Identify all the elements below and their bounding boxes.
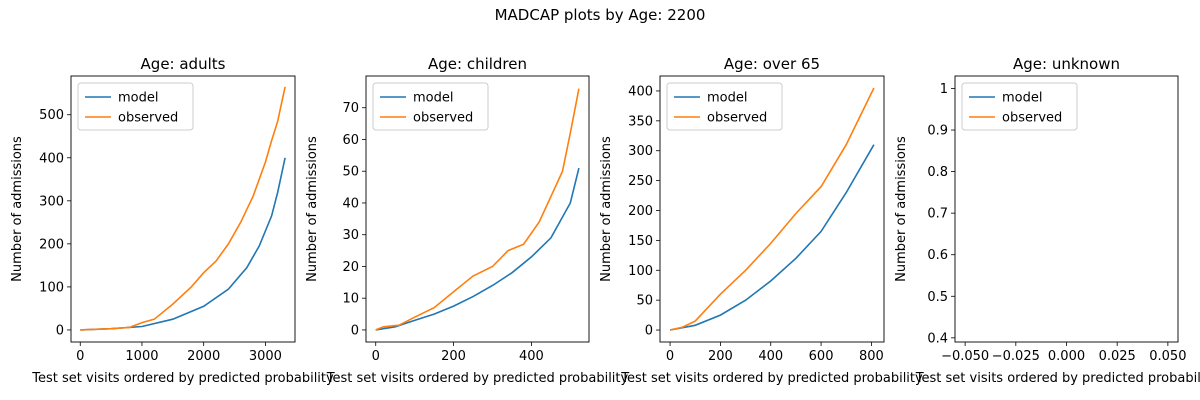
legend-box	[77, 82, 194, 131]
x-axis-label: Test set visits ordered by predicted pro…	[620, 371, 923, 386]
y-tick-label: 100	[39, 280, 64, 295]
legend-label-observed: observed	[707, 111, 767, 126]
panel-0: Age: adults 0 1000 2000 3000 0 100 200 300 400 500…	[10, 55, 334, 386]
y-axis-label: Number of admissions	[599, 136, 614, 282]
y-axis-label: Number of admissions	[10, 136, 25, 282]
axes-frame	[70, 75, 296, 343]
x-tick-label: −0.050	[941, 349, 989, 364]
y-tick-label: 70	[342, 101, 359, 116]
y-tick-label: 0.4	[927, 331, 948, 346]
series-line-observed	[375, 88, 580, 331]
legend-label-model: model	[1002, 91, 1042, 106]
x-axis-label: Test set visits ordered by predicted pro…	[326, 371, 629, 386]
y-tick-label: 0.9	[927, 124, 948, 139]
x-tick-label: 400	[758, 349, 783, 364]
legend-label-model: model	[413, 91, 453, 106]
x-tick-label: 1000	[125, 349, 158, 364]
legend-box	[372, 82, 489, 131]
y-tick-label: 0.8	[927, 165, 948, 180]
y-tick-label: 250	[628, 174, 653, 189]
legend-label-model: model	[118, 91, 158, 106]
y-tick-label: 1	[940, 82, 948, 97]
y-tick-label: 200	[39, 237, 64, 252]
y-tick-label: 100	[628, 264, 653, 279]
y-tick-label: 300	[628, 144, 653, 159]
y-tick-label: 0.6	[927, 248, 948, 263]
x-tick-label: 0.025	[1099, 349, 1136, 364]
x-tick-label: 0.050	[1149, 349, 1186, 364]
x-tick-label: 3000	[249, 349, 282, 364]
x-tick-label: 400	[519, 349, 544, 364]
legend-label-observed: observed	[1002, 111, 1062, 126]
x-tick-label: 600	[809, 349, 834, 364]
series-line-observed	[80, 86, 286, 331]
y-tick-label: 500	[39, 108, 64, 123]
y-tick-label: 0	[56, 323, 64, 338]
x-tick-label: 800	[859, 349, 884, 364]
x-tick-label: 2000	[187, 349, 220, 364]
panel-title: Age: adults	[141, 55, 226, 73]
axes-frame	[659, 75, 885, 343]
panel-title: Age: unknown	[1013, 55, 1120, 73]
y-axis-label: Number of admissions	[894, 136, 909, 282]
x-tick-label: −0.025	[992, 349, 1040, 364]
y-tick-label: 0.7	[927, 207, 948, 222]
panel-2: Age: over 65 0 200 400 600 800 0 50 100 150 200 250…	[599, 55, 923, 386]
y-tick-label: 10	[342, 292, 359, 307]
y-tick-label: 0	[645, 324, 653, 339]
y-tick-label: 200	[628, 204, 653, 219]
series-line-model	[669, 144, 875, 331]
y-tick-label: 0	[351, 323, 359, 338]
x-axis-label: Test set visits ordered by predicted pro…	[31, 371, 334, 386]
y-tick-label: 150	[628, 234, 653, 249]
panel-1: Age: children 0 200 400 0 10 20 30 40 50 60 70 Test …	[305, 55, 629, 386]
y-tick-label: 400	[39, 151, 64, 166]
x-tick-label: 0	[372, 349, 380, 364]
x-tick-label: 0	[76, 349, 84, 364]
figure-suptitle: MADCAP plots by Age: 2200	[495, 6, 706, 24]
x-tick-label: 200	[708, 349, 733, 364]
axes-frame	[365, 75, 590, 343]
y-tick-label: 40	[342, 196, 359, 211]
panel-title: Age: over 65	[724, 55, 820, 73]
x-tick-label: 0.000	[1048, 349, 1085, 364]
y-axis-label: Number of admissions	[305, 136, 320, 282]
y-tick-label: 20	[342, 260, 359, 275]
legend-box	[961, 82, 1078, 131]
y-tick-label: 50	[342, 165, 359, 180]
x-axis-label: Test set visits ordered by predicted pro…	[915, 371, 1200, 386]
y-tick-label: 30	[342, 228, 359, 243]
series-line-model	[375, 167, 580, 331]
legend-label-model: model	[707, 91, 747, 106]
y-tick-label: 0.5	[927, 290, 948, 305]
legend-box	[666, 82, 783, 131]
y-tick-label: 400	[628, 84, 653, 99]
x-tick-label: 0	[666, 349, 674, 364]
legend-label-observed: observed	[118, 111, 178, 126]
y-tick-label: 50	[636, 294, 653, 309]
series-line-observed	[669, 87, 875, 331]
series-line-model	[80, 157, 286, 331]
y-tick-label: 60	[342, 133, 359, 148]
legend-label-observed: observed	[413, 111, 473, 126]
y-tick-label: 350	[628, 114, 653, 129]
x-tick-label: 200	[441, 349, 466, 364]
panel-3: Age: unknown −0.050 −0.025 0.000 0.025 0.050 0…	[894, 55, 1200, 386]
panel-title: Age: children	[428, 55, 527, 73]
y-tick-label: 300	[39, 194, 64, 209]
